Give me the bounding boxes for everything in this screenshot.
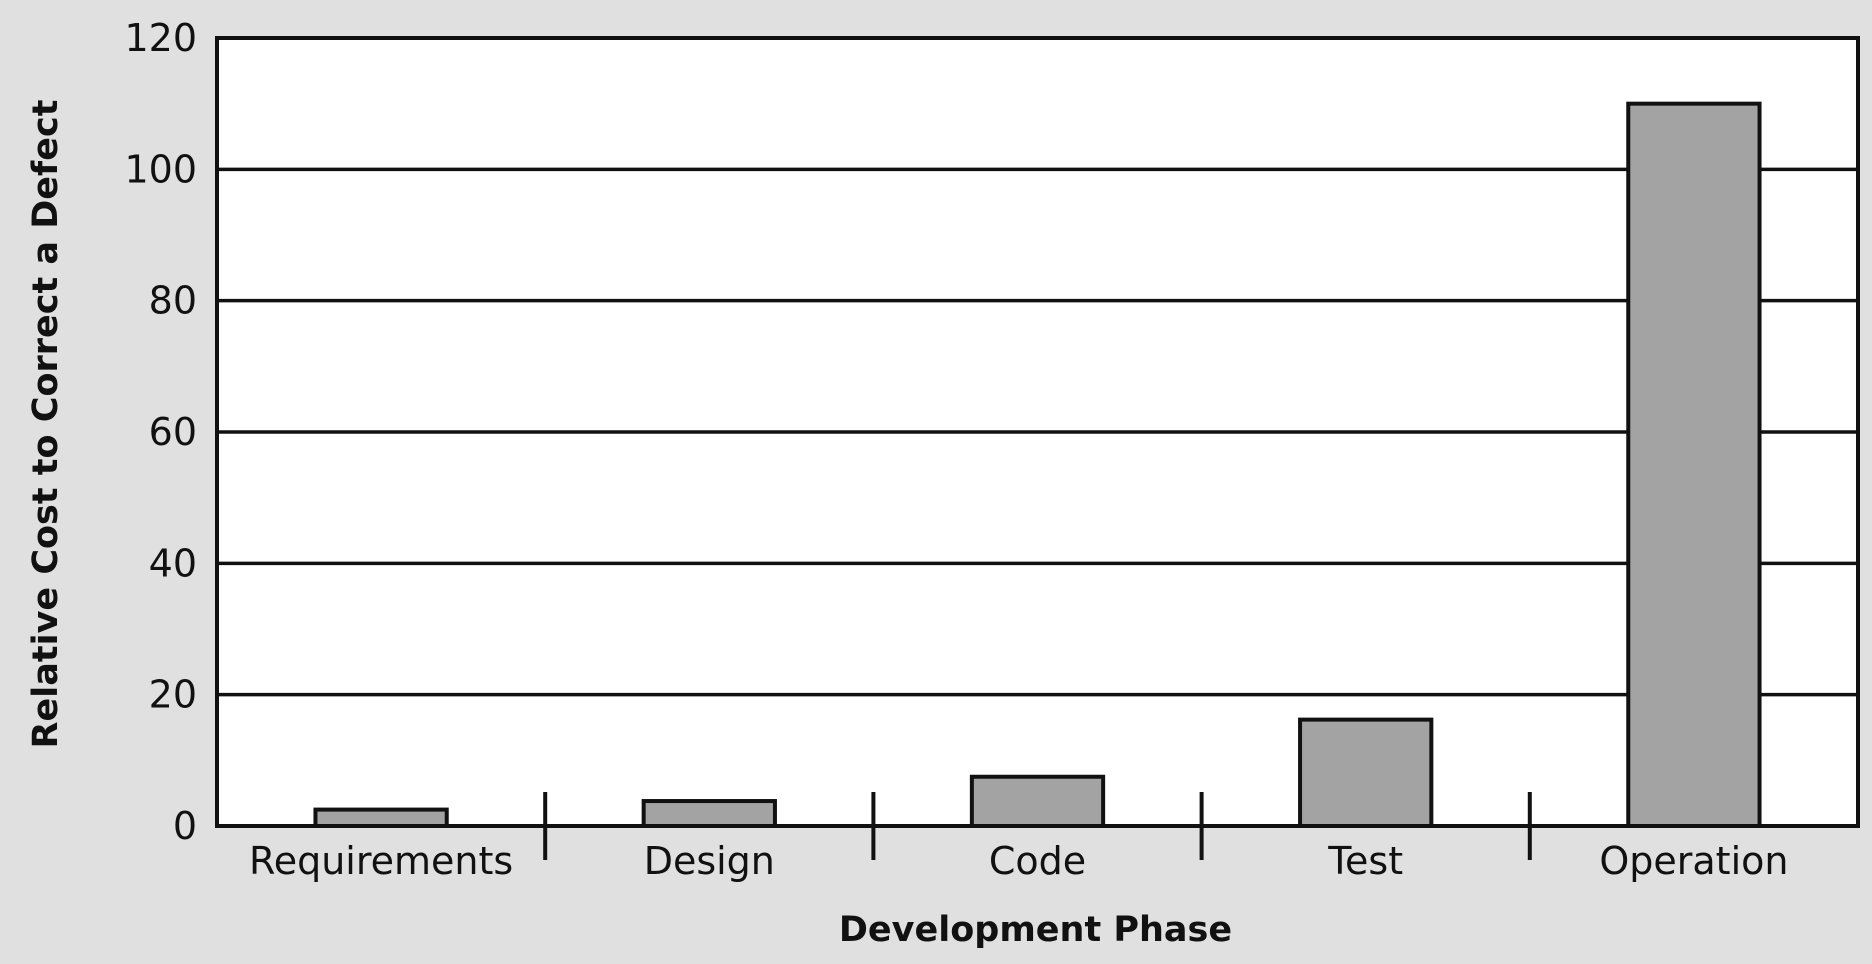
x-axis-tick-labels: Requirements Design Code Test Operation: [249, 839, 1788, 883]
bar: [1298, 717, 1434, 828]
y-tick-label: 40: [149, 541, 197, 585]
y-axis-title: Relative Cost to Correct a Defect: [26, 100, 66, 749]
x-tick-label: Operation: [1599, 839, 1788, 883]
y-tick-label: 20: [149, 673, 197, 717]
x-tick-label: Design: [644, 839, 775, 883]
bar: [1626, 101, 1762, 828]
bar: [313, 807, 449, 828]
y-tick-label: 120: [124, 16, 197, 60]
x-axis-title: Development Phase: [839, 910, 1232, 950]
y-axis-tick-labels: 0 20 40 60 80 100 120: [124, 16, 197, 848]
plot-border: [215, 36, 1860, 828]
x-tick-label: Requirements: [249, 839, 513, 883]
bar: [641, 799, 777, 829]
y-tick-label: 0: [173, 804, 197, 848]
y-tick-label: 80: [149, 279, 197, 323]
y-tick-label: 100: [124, 147, 197, 191]
x-tick-label: Code: [989, 839, 1086, 883]
y-tick-label: 60: [149, 410, 197, 454]
x-tick-label: Test: [1327, 839, 1403, 883]
bars: [313, 101, 1762, 829]
gridlines: [217, 167, 1858, 697]
bar: [969, 774, 1106, 828]
